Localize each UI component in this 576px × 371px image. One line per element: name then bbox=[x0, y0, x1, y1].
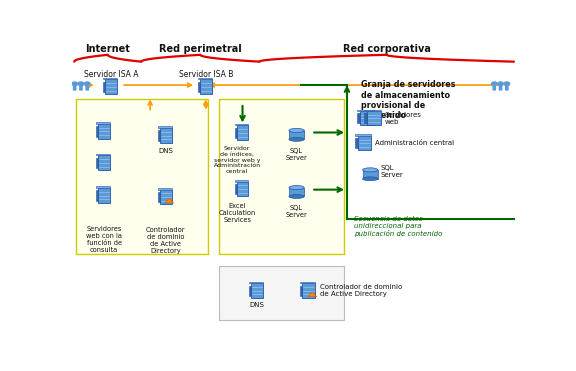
FancyBboxPatch shape bbox=[302, 283, 315, 298]
Polygon shape bbox=[158, 188, 172, 190]
Ellipse shape bbox=[363, 177, 378, 181]
FancyBboxPatch shape bbox=[237, 125, 248, 140]
FancyBboxPatch shape bbox=[98, 188, 110, 203]
Polygon shape bbox=[158, 127, 172, 128]
FancyBboxPatch shape bbox=[499, 84, 502, 91]
FancyBboxPatch shape bbox=[289, 188, 304, 197]
Polygon shape bbox=[357, 110, 374, 111]
Text: SQL
Server: SQL Server bbox=[286, 206, 308, 219]
Text: DNS: DNS bbox=[158, 148, 173, 154]
FancyBboxPatch shape bbox=[103, 82, 105, 92]
Text: Servidores
web con la
función de
consulta: Servidores web con la función de consult… bbox=[86, 226, 122, 253]
FancyBboxPatch shape bbox=[158, 192, 160, 202]
FancyBboxPatch shape bbox=[198, 82, 200, 92]
Text: Red corporativa: Red corporativa bbox=[343, 44, 431, 54]
FancyBboxPatch shape bbox=[363, 170, 378, 179]
FancyBboxPatch shape bbox=[289, 131, 304, 139]
FancyBboxPatch shape bbox=[492, 84, 496, 91]
Text: Controlador de dominio
de Active Directory: Controlador de dominio de Active Directo… bbox=[320, 284, 402, 297]
Polygon shape bbox=[96, 122, 110, 124]
FancyBboxPatch shape bbox=[357, 114, 359, 123]
Circle shape bbox=[85, 82, 90, 86]
Polygon shape bbox=[249, 282, 263, 283]
FancyBboxPatch shape bbox=[96, 190, 98, 201]
FancyBboxPatch shape bbox=[160, 190, 172, 204]
Polygon shape bbox=[300, 282, 315, 283]
Text: Red perimetral: Red perimetral bbox=[159, 44, 242, 54]
FancyBboxPatch shape bbox=[300, 286, 302, 296]
Circle shape bbox=[72, 82, 77, 86]
Circle shape bbox=[504, 82, 510, 86]
FancyBboxPatch shape bbox=[85, 84, 89, 91]
Text: Excel
Calculation
Services: Excel Calculation Services bbox=[218, 203, 256, 223]
Text: Granja de servidores
de almacenamiento
provisional de
contenido: Granja de servidores de almacenamiento p… bbox=[361, 80, 456, 121]
Ellipse shape bbox=[289, 137, 304, 141]
FancyBboxPatch shape bbox=[505, 84, 509, 91]
Polygon shape bbox=[355, 134, 371, 136]
Text: DNS: DNS bbox=[250, 302, 265, 308]
FancyBboxPatch shape bbox=[98, 124, 110, 139]
Text: Servidores
web: Servidores web bbox=[384, 112, 422, 125]
Polygon shape bbox=[308, 292, 317, 297]
Polygon shape bbox=[96, 187, 110, 188]
Text: Controlador
de dominio
de Active
Directory: Controlador de dominio de Active Directo… bbox=[146, 227, 185, 255]
FancyBboxPatch shape bbox=[77, 99, 208, 255]
FancyBboxPatch shape bbox=[160, 128, 172, 143]
Ellipse shape bbox=[289, 186, 304, 190]
Ellipse shape bbox=[289, 194, 304, 198]
Polygon shape bbox=[103, 78, 117, 79]
Text: Servidor
de índices,
servidor web y
Administración
central: Servidor de índices, servidor web y Admi… bbox=[214, 146, 261, 174]
Polygon shape bbox=[234, 124, 248, 125]
Text: Servidor ISA A: Servidor ISA A bbox=[84, 70, 139, 79]
Ellipse shape bbox=[289, 128, 304, 132]
FancyBboxPatch shape bbox=[252, 283, 263, 298]
Polygon shape bbox=[198, 78, 212, 79]
FancyBboxPatch shape bbox=[237, 182, 248, 197]
FancyBboxPatch shape bbox=[79, 84, 83, 91]
FancyBboxPatch shape bbox=[249, 286, 252, 296]
FancyBboxPatch shape bbox=[355, 138, 358, 148]
Circle shape bbox=[491, 82, 497, 86]
Polygon shape bbox=[364, 110, 381, 111]
Text: SQL
Server: SQL Server bbox=[286, 148, 308, 161]
Text: Servidor ISA B: Servidor ISA B bbox=[179, 70, 233, 79]
Ellipse shape bbox=[363, 168, 378, 172]
FancyBboxPatch shape bbox=[234, 128, 237, 138]
FancyBboxPatch shape bbox=[364, 114, 367, 123]
FancyBboxPatch shape bbox=[367, 111, 381, 125]
FancyBboxPatch shape bbox=[219, 266, 344, 320]
Circle shape bbox=[498, 82, 503, 86]
FancyBboxPatch shape bbox=[96, 126, 98, 137]
Polygon shape bbox=[96, 154, 110, 155]
Text: Internet: Internet bbox=[85, 44, 130, 54]
FancyBboxPatch shape bbox=[158, 131, 160, 141]
FancyBboxPatch shape bbox=[98, 155, 110, 170]
Polygon shape bbox=[234, 180, 248, 182]
Polygon shape bbox=[165, 198, 173, 203]
FancyBboxPatch shape bbox=[358, 136, 371, 150]
FancyBboxPatch shape bbox=[96, 158, 98, 168]
Text: Secuencia de datos
unidireccional para
publicación de contenido: Secuencia de datos unidireccional para p… bbox=[354, 216, 442, 237]
FancyBboxPatch shape bbox=[359, 111, 374, 125]
FancyBboxPatch shape bbox=[105, 79, 117, 94]
Text: SQL
Server: SQL Server bbox=[380, 165, 403, 178]
FancyBboxPatch shape bbox=[200, 79, 212, 94]
FancyBboxPatch shape bbox=[219, 99, 344, 255]
FancyBboxPatch shape bbox=[73, 84, 77, 91]
Circle shape bbox=[78, 82, 84, 86]
Text: Administración central: Administración central bbox=[374, 140, 454, 146]
FancyBboxPatch shape bbox=[234, 184, 237, 194]
